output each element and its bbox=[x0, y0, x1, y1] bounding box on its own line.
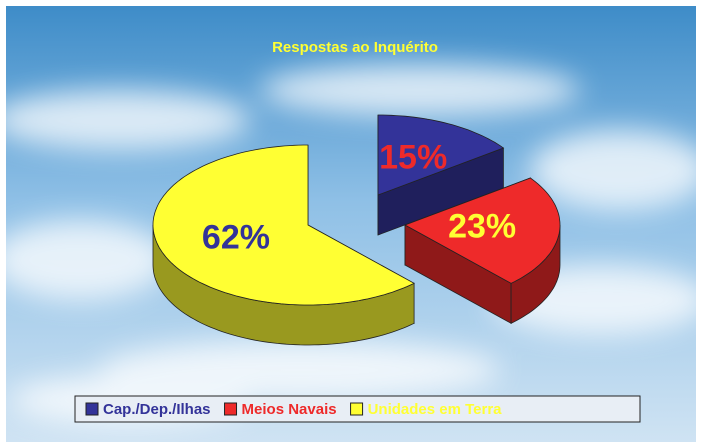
chart-title: Respostas ao Inquérito bbox=[272, 39, 438, 56]
slice bbox=[404, 177, 561, 284]
value-label: 15% bbox=[379, 138, 447, 176]
slice bbox=[377, 114, 505, 196]
legend-swatch bbox=[85, 402, 99, 416]
value-label: 23% bbox=[448, 208, 516, 246]
legend-label: Cap./Dep./Ilhas bbox=[103, 401, 211, 418]
legend-swatch bbox=[350, 402, 364, 416]
slice bbox=[152, 144, 415, 306]
legend-label: Meios Navais bbox=[242, 401, 337, 418]
value-label: 62% bbox=[202, 219, 270, 257]
legend-swatch bbox=[224, 402, 238, 416]
legend-items: Cap./Dep./Ilhas Meios Navais Unidades em T… bbox=[85, 401, 503, 418]
legend-label: Unidades em Terra bbox=[368, 401, 503, 418]
pie: 15%23% 62% bbox=[152, 114, 561, 346]
